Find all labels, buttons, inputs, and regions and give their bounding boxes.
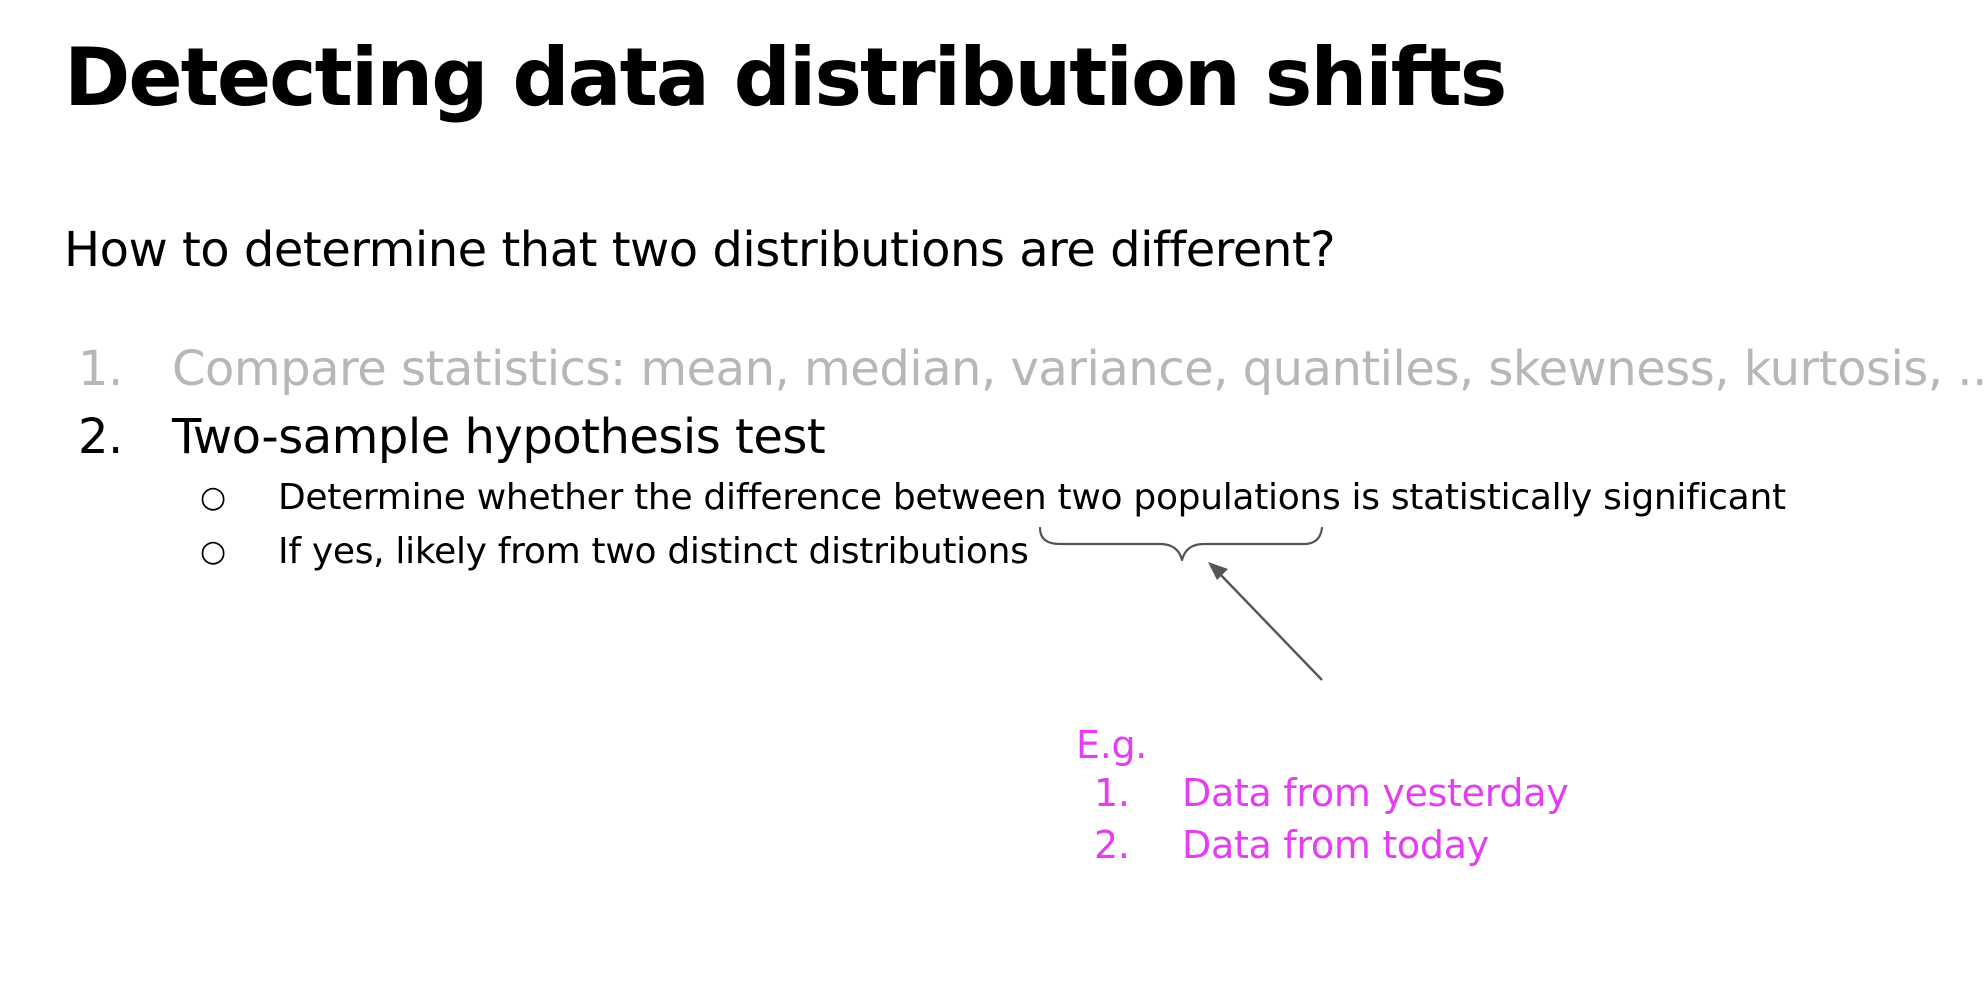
curly-brace-icon [1038,526,1324,562]
annotation-item-number: 2. [1094,823,1130,867]
question-text: How to determine that two distributions … [64,222,1336,278]
annotation-item-text: Data from yesterday [1182,771,1569,815]
list-item-text: Two-sample hypothesis test [172,409,826,465]
arrow-head-icon [1208,562,1228,580]
circle-bullet-icon: ○ [200,534,226,569]
list-item-number: 2. [78,409,123,465]
list-item-text: Compare statistics: mean, median, varian… [172,341,1988,397]
list-item-number: 1. [78,341,123,397]
annotation-item-number: 1. [1094,771,1130,815]
annotation-label: E.g. [1076,723,1148,767]
slide-title: Detecting data distribution shifts [64,31,1507,124]
arrow-line [1217,571,1323,681]
circle-bullet-icon: ○ [200,480,226,515]
sub-list-item-text: If yes, likely from two distinct distrib… [278,531,1029,572]
sub-list-item-text: Determine whether the difference between… [278,477,1786,518]
annotation-item-text: Data from today [1182,823,1489,867]
